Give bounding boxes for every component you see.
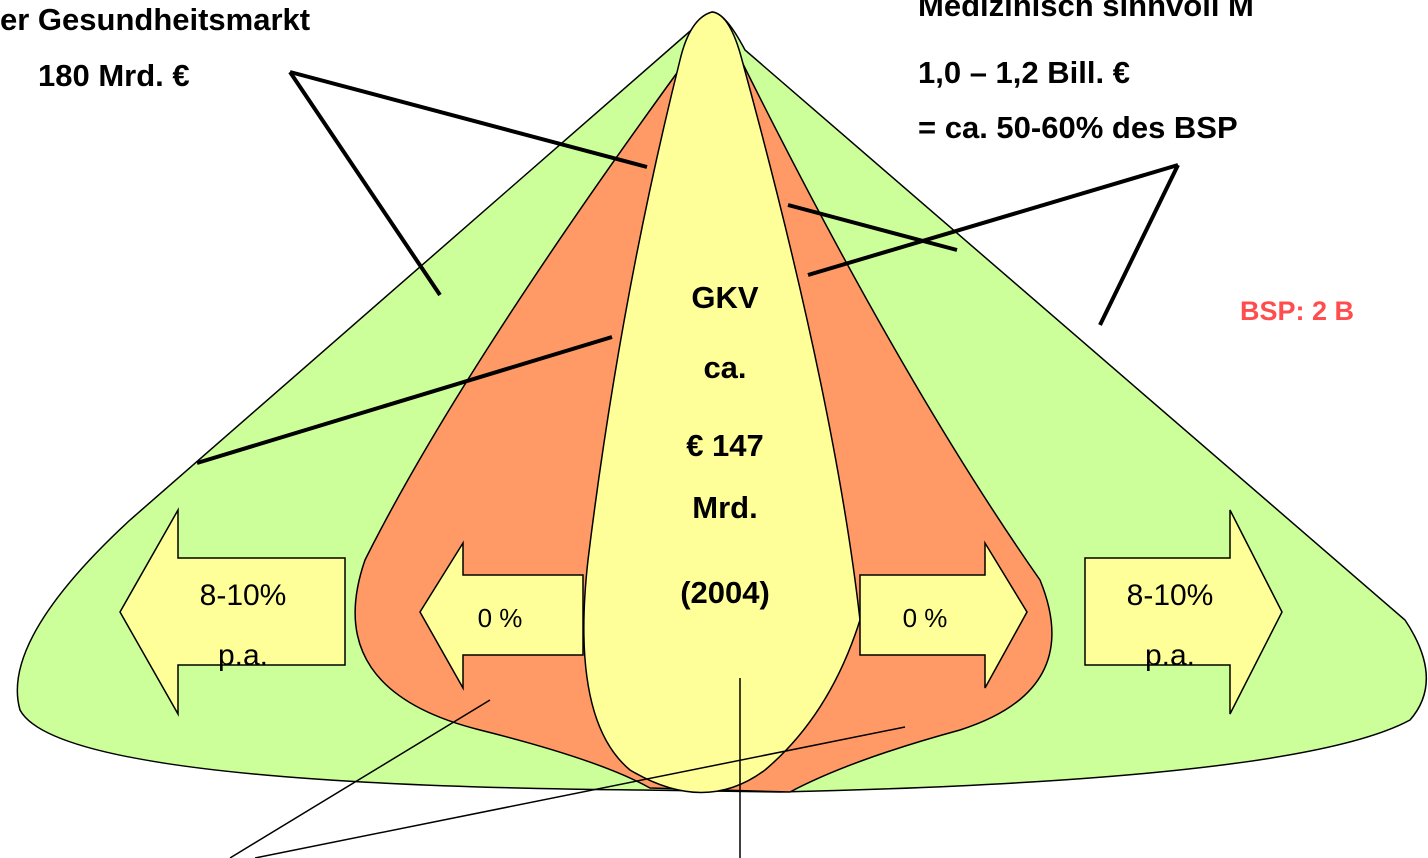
callout-line — [787, 203, 958, 252]
arrow-right-outer — [1084, 509, 1283, 715]
center-line: GKV — [691, 280, 759, 315]
callout-line — [289, 70, 648, 169]
arrow-label: p.a. — [218, 639, 268, 672]
callout-line — [1098, 164, 1180, 326]
callout-line — [288, 70, 442, 297]
arrow-left-inner — [419, 540, 584, 691]
arrow-label: 0 % — [903, 603, 948, 633]
label: 1,0 – 1,2 Bill. € — [918, 55, 1130, 90]
callout-line — [807, 163, 1179, 277]
callout-line — [196, 335, 613, 465]
arrow-label: 8-10% — [200, 579, 287, 612]
callout-lines — [196, 70, 1180, 465]
center-line: (2004) — [680, 575, 770, 610]
center-line: € 147 — [686, 428, 764, 463]
label: BSP: 2 B — [1240, 296, 1354, 326]
label: 180 Mrd. € — [38, 58, 190, 93]
yellow-area — [583, 11, 861, 794]
label: = ca. 50-60% des BSP — [918, 110, 1238, 145]
arrow-label: 0 % — [478, 603, 523, 633]
label: er Gesundheitsmarkt — [0, 2, 310, 37]
arrow-left-outer — [119, 507, 346, 717]
center-line: ca. — [703, 350, 746, 385]
pointer-line — [254, 726, 906, 858]
pointer-lines — [229, 678, 906, 858]
arrow-label: 8-10% — [1127, 579, 1214, 612]
label: Medizinisch sinnvoll M — [918, 0, 1254, 23]
center-line: Mrd. — [692, 490, 757, 525]
arrow-right-inner — [859, 540, 1028, 689]
arrow-label: p.a. — [1145, 639, 1195, 672]
pointer-line — [229, 699, 491, 858]
